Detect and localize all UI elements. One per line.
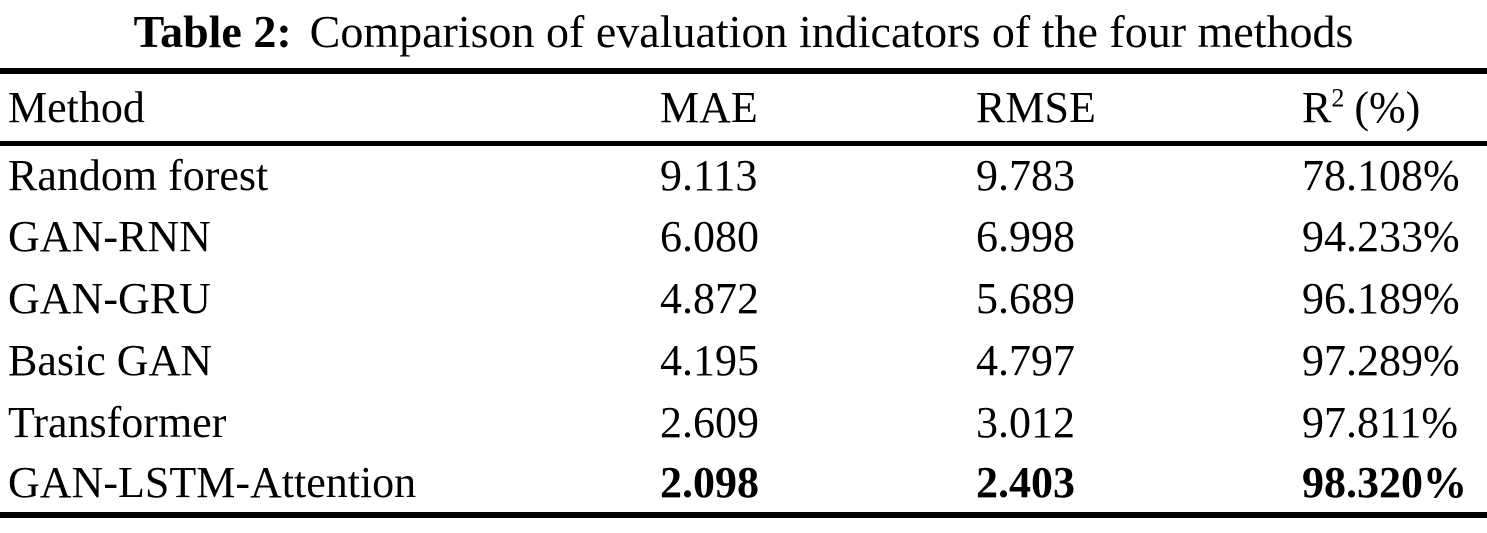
table-caption: Table 2: Comparison of evaluation indicat… — [0, 0, 1487, 68]
cell-mae: 4.872 — [660, 273, 759, 323]
table-row: GAN-RNN 6.080 6.998 94.233% — [0, 205, 1487, 267]
cell-rmse: 4.797 — [976, 335, 1075, 385]
cell-mae: 6.080 — [660, 211, 759, 261]
header-row: Method MAE RMSE R2 (%) — [0, 71, 1487, 143]
r2-unit: (%) — [1354, 82, 1421, 132]
results-table: Method MAE RMSE R2 (%) Random forest 9.11… — [0, 68, 1487, 518]
column-header-mae: MAE — [660, 82, 758, 132]
cell-mae: 2.609 — [660, 397, 759, 447]
cell-method: GAN-LSTM-Attention — [8, 458, 417, 507]
table-row-best-method: GAN-LSTM-Attention 2.098 2.403 98.320% — [0, 453, 1487, 515]
column-header-rmse: RMSE — [976, 82, 1096, 132]
column-header-method: Method — [8, 82, 145, 132]
r2-superscript: 2 — [1331, 83, 1345, 113]
cell-method: GAN-RNN — [8, 211, 211, 261]
caption-text: Comparison of evaluation indicators of t… — [309, 6, 1354, 57]
cell-r2: 97.811% — [1302, 397, 1459, 447]
cell-mae: 4.195 — [660, 335, 759, 385]
cell-method: GAN-GRU — [8, 273, 211, 323]
cell-rmse: 2.403 — [976, 458, 1075, 507]
caption-label: Table 2: — [133, 6, 292, 57]
cell-rmse: 3.012 — [976, 397, 1075, 447]
table-row: Random forest 9.113 9.783 78.108% — [0, 143, 1487, 205]
cell-r2: 78.108% — [1302, 150, 1460, 200]
cell-rmse: 9.783 — [976, 150, 1075, 200]
cell-rmse: 6.998 — [976, 211, 1075, 261]
cell-r2: 97.289% — [1302, 335, 1460, 385]
cell-method: Transformer — [8, 397, 227, 447]
cell-mae: 2.098 — [660, 458, 759, 507]
table-row: Basic GAN 4.195 4.797 97.289% — [0, 329, 1487, 391]
cell-r2: 94.233% — [1302, 211, 1460, 261]
cell-r2: 98.320% — [1302, 458, 1467, 507]
cell-mae: 9.113 — [660, 150, 758, 200]
table-row: GAN-GRU 4.872 5.689 96.189% — [0, 267, 1487, 329]
cell-r2: 96.189% — [1302, 273, 1460, 323]
cell-rmse: 5.689 — [976, 273, 1075, 323]
r2-base: R — [1302, 82, 1332, 132]
cell-method: Random forest — [8, 150, 269, 200]
table-row: Transformer 2.609 3.012 97.811% — [0, 391, 1487, 453]
cell-method: Basic GAN — [8, 335, 213, 385]
column-header-r2: R2 (%) — [1302, 71, 1487, 143]
